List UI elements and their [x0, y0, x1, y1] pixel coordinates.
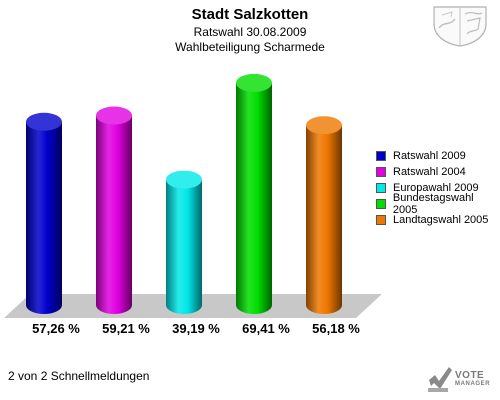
legend-swatch	[376, 215, 386, 225]
logo-line-manager: MANAGER	[455, 381, 491, 387]
bar-top	[166, 170, 202, 189]
legend-label: Landtagswahl 2005	[393, 214, 489, 226]
legend-label: Bundestagswahl 2005	[392, 192, 474, 216]
vote-manager-logo-icon	[428, 367, 452, 392]
legend-swatch	[376, 151, 386, 161]
chart-subtitle-metric: Wahlbeteiligung Scharmede	[175, 40, 325, 54]
bar-value-label: 69,41 %	[242, 321, 290, 336]
legend-item: Landtagswahl 2005	[376, 212, 500, 228]
legend-item: Ratswahl 2004	[376, 164, 500, 180]
bar	[306, 125, 342, 314]
bar	[96, 115, 132, 314]
bar-value-label: 59,21 %	[102, 321, 150, 336]
legend-swatch	[376, 183, 386, 193]
legend-label: Ratswahl 2009	[393, 150, 466, 162]
legend-item: Europawahl 2009	[376, 180, 500, 196]
vote-manager-logo: VOTE MANAGER	[455, 370, 491, 388]
bar	[26, 121, 62, 314]
coat-of-arms-icon	[433, 6, 487, 47]
logo-line-vote: VOTE	[455, 370, 485, 381]
bar-top	[26, 112, 62, 131]
legend-label: Ratswahl 2004	[393, 166, 466, 178]
legend-item: Bundestagswahl 2005	[376, 192, 500, 216]
legend-item: Ratswahl 2009	[376, 148, 500, 164]
bar	[236, 82, 272, 314]
legend-swatch	[376, 199, 386, 209]
chart-title: Stadt Salzkotten	[191, 6, 309, 23]
bar	[166, 179, 202, 314]
legend-swatch	[376, 167, 386, 177]
footer-status: 2 von 2 Schnellmeldungen	[8, 369, 150, 383]
chart-legend: Ratswahl 2009 Ratswahl 2004 Europawahl 2…	[376, 148, 500, 228]
bar-value-label: 57,26 %	[32, 321, 80, 336]
bar-top	[96, 106, 132, 125]
bar-value-label: 39,19 %	[172, 321, 220, 336]
legend-label: Europawahl 2009	[393, 182, 479, 194]
bar-value-label: 56,18 %	[312, 321, 360, 336]
bar-top	[306, 116, 342, 135]
bar-top	[236, 73, 272, 92]
chart-subtitle-election: Ratswahl 30.08.2009	[193, 25, 307, 39]
